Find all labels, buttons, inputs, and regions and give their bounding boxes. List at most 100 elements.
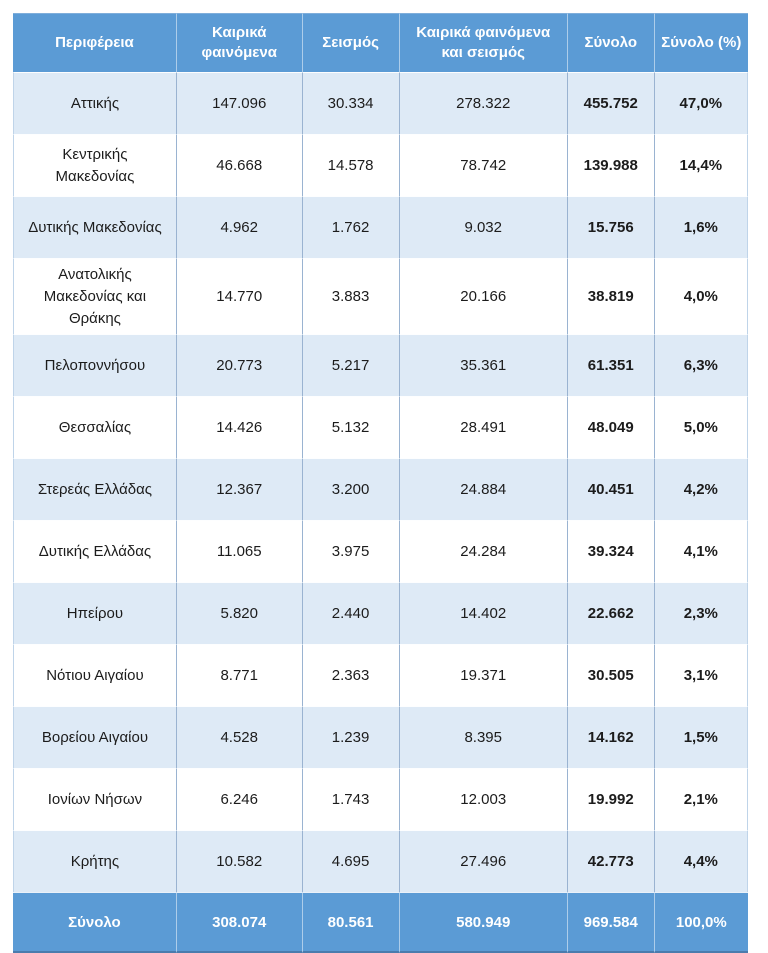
region-cell: Κρήτης (13, 830, 177, 893)
header-weather-and-earthquake: Καιρικά φαινόμενα και σεισμός (399, 13, 568, 72)
earthquake-cell: 5.132 (302, 396, 400, 459)
total-row: Σύνολο 308.074 80.561 580.949 969.584 10… (13, 892, 748, 953)
region-cell: Κεντρικής Μακεδονίας (13, 134, 177, 196)
weather-phenomena-cell: 4.962 (176, 196, 303, 258)
total-percent-cell: 4,2% (654, 458, 748, 521)
earthquake-cell: 3.883 (302, 258, 400, 335)
table-row: Βορείου Αιγαίου 4.528 1.239 8.395 14.162… (13, 706, 748, 769)
total-percent-cell: 2,1% (654, 768, 748, 831)
weather-phenomena-cell: 14.770 (176, 258, 303, 335)
weather-phenomena-cell: 46.668 (176, 134, 303, 196)
total-percent-cell: 100,0% (654, 892, 748, 953)
table-row: Πελοποννήσου 20.773 5.217 35.361 61.351 … (13, 334, 748, 397)
total-cell: 42.773 (567, 830, 655, 893)
region-cell: Δυτικής Ελλάδας (13, 520, 177, 583)
region-cell: Δυτικής Μακεδονίας (13, 196, 177, 258)
table-footer: Σύνολο 308.074 80.561 580.949 969.584 10… (13, 892, 748, 953)
table-row: Νότιου Αιγαίου 8.771 2.363 19.371 30.505… (13, 644, 748, 707)
earthquake-cell: 5.217 (302, 334, 400, 397)
total-cell: 22.662 (567, 582, 655, 645)
header-row: Περιφέρεια Καιρικά φαινόμενα Σεισμός Και… (13, 13, 748, 72)
table-row: Δυτικής Μακεδονίας 4.962 1.762 9.032 15.… (13, 196, 748, 258)
header-weather-phenomena: Καιρικά φαινόμενα (176, 13, 303, 72)
total-cell: 61.351 (567, 334, 655, 397)
earthquake-cell: 3.200 (302, 458, 400, 521)
table-row: Θεσσαλίας 14.426 5.132 28.491 48.049 5,0… (13, 396, 748, 459)
total-cell: 139.988 (567, 134, 655, 196)
total-cell: 455.752 (567, 72, 655, 134)
weather-and-earthquake-cell: 14.402 (399, 582, 568, 645)
weather-and-earthquake-cell: 9.032 (399, 196, 568, 258)
weather-and-earthquake-cell: 27.496 (399, 830, 568, 893)
table-body: Αττικής 147.096 30.334 278.322 455.752 4… (13, 72, 748, 893)
total-cell: 39.324 (567, 520, 655, 583)
region-cell: Ανατολικής Μακεδονίας και Θράκης (13, 258, 177, 335)
weather-phenomena-cell: 8.771 (176, 644, 303, 707)
total-percent-cell: 4,0% (654, 258, 748, 335)
earthquake-cell: 14.578 (302, 134, 400, 196)
weather-phenomena-cell: 147.096 (176, 72, 303, 134)
total-percent-cell: 14,4% (654, 134, 748, 196)
weather-and-earthquake-cell: 35.361 (399, 334, 568, 397)
header-total-percent: Σύνολο (%) (654, 13, 748, 72)
weather-and-earthquake-cell: 20.166 (399, 258, 568, 335)
earthquake-cell: 30.334 (302, 72, 400, 134)
total-sum-cell: 969.584 (567, 892, 655, 953)
weather-phenomena-cell: 11.065 (176, 520, 303, 583)
total-cell: 38.819 (567, 258, 655, 335)
total-cell: 48.049 (567, 396, 655, 459)
total-percent-cell: 5,0% (654, 396, 748, 459)
region-cell: Θεσσαλίας (13, 396, 177, 459)
weather-phenomena-cell: 14.426 (176, 396, 303, 459)
weather-and-earthquake-cell: 24.884 (399, 458, 568, 521)
table-row: Ιονίων Νήσων 6.246 1.743 12.003 19.992 2… (13, 768, 748, 831)
weather-phenomena-cell: 4.528 (176, 706, 303, 769)
table-row: Αττικής 147.096 30.334 278.322 455.752 4… (13, 72, 748, 134)
table-row: Δυτικής Ελλάδας 11.065 3.975 24.284 39.3… (13, 520, 748, 583)
region-cell: Ιονίων Νήσων (13, 768, 177, 831)
weather-and-earthquake-cell: 278.322 (399, 72, 568, 134)
weather-phenomena-cell: 6.246 (176, 768, 303, 831)
region-cell: Στερεάς Ελλάδας (13, 458, 177, 521)
total-percent-cell: 2,3% (654, 582, 748, 645)
weather-and-earthquake-cell: 28.491 (399, 396, 568, 459)
region-cell: Ηπείρου (13, 582, 177, 645)
total-cell: 14.162 (567, 706, 655, 769)
table-row: Κρήτης 10.582 4.695 27.496 42.773 4,4% (13, 830, 748, 893)
earthquake-cell: 2.440 (302, 582, 400, 645)
total-row-label: Σύνολο (13, 892, 177, 953)
table-row: Στερεάς Ελλάδας 12.367 3.200 24.884 40.4… (13, 458, 748, 521)
weather-phenomena-cell: 5.820 (176, 582, 303, 645)
earthquake-cell: 3.975 (302, 520, 400, 583)
total-percent-cell: 1,6% (654, 196, 748, 258)
header-earthquake: Σεισμός (302, 13, 400, 72)
weather-phenomena-cell: 10.582 (176, 830, 303, 893)
table-row: Ηπείρου 5.820 2.440 14.402 22.662 2,3% (13, 582, 748, 645)
weather-and-earthquake-cell: 12.003 (399, 768, 568, 831)
total-percent-cell: 3,1% (654, 644, 748, 707)
total-cell: 30.505 (567, 644, 655, 707)
region-cell: Νότιου Αιγαίου (13, 644, 177, 707)
total-weather-and-earthquake-cell: 580.949 (399, 892, 568, 953)
weather-and-earthquake-cell: 19.371 (399, 644, 568, 707)
total-percent-cell: 6,3% (654, 334, 748, 397)
header-total: Σύνολο (567, 13, 655, 72)
total-percent-cell: 4,4% (654, 830, 748, 893)
table-row: Ανατολικής Μακεδονίας και Θράκης 14.770 … (13, 258, 748, 335)
earthquake-cell: 1.743 (302, 768, 400, 831)
total-earthquake-cell: 80.561 (302, 892, 400, 953)
earthquake-cell: 1.239 (302, 706, 400, 769)
total-cell: 15.756 (567, 196, 655, 258)
weather-and-earthquake-cell: 24.284 (399, 520, 568, 583)
region-cell: Αττικής (13, 72, 177, 134)
total-percent-cell: 4,1% (654, 520, 748, 583)
total-cell: 40.451 (567, 458, 655, 521)
weather-phenomena-cell: 20.773 (176, 334, 303, 397)
earthquake-cell: 2.363 (302, 644, 400, 707)
total-percent-cell: 1,5% (654, 706, 748, 769)
total-weather-phenomena-cell: 308.074 (176, 892, 303, 953)
total-cell: 19.992 (567, 768, 655, 831)
earthquake-cell: 1.762 (302, 196, 400, 258)
regions-statistics-table: Περιφέρεια Καιρικά φαινόμενα Σεισμός Και… (13, 13, 748, 953)
